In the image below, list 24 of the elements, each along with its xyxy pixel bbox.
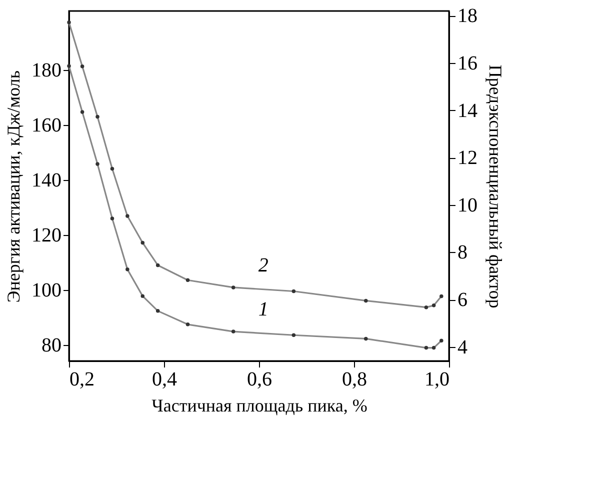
y-axis-title: Энергия активации, кДж/моль: [4, 70, 24, 303]
x-axis-title: Частичная площадь пика, %: [152, 396, 368, 416]
y2-tick-label: 4: [458, 336, 468, 358]
y2-tick-label: 18: [458, 5, 478, 28]
y-tick-label: 180: [32, 59, 62, 82]
annotation: 1: [258, 298, 268, 321]
y-tick-label: 80: [42, 334, 62, 357]
x-tick-label: 0,2: [70, 368, 94, 390]
y-tick-label: 100: [32, 280, 62, 302]
y2-axis-title: Предэкспоненциальный фактор: [486, 64, 506, 308]
x-tick-label: 0,4: [152, 368, 177, 390]
y-tick-label: 160: [32, 114, 62, 136]
y2-tick-label: 16: [458, 52, 478, 75]
y-tick-label: 120: [32, 224, 62, 246]
y2-tick-label: 10: [458, 194, 478, 216]
y2-tick-label: 14: [458, 100, 478, 122]
y-tick-label: 140: [32, 169, 62, 192]
y2-tick-label: 6: [458, 289, 468, 312]
x-tick-label: 0,8: [342, 368, 367, 390]
y2-tick-label: 12: [458, 147, 478, 170]
annotation: 2: [258, 254, 268, 276]
x-tick-label: 1,0: [424, 368, 450, 390]
y2-tick-label: 8: [458, 242, 468, 264]
x-tick-label: 0,6: [247, 368, 272, 390]
